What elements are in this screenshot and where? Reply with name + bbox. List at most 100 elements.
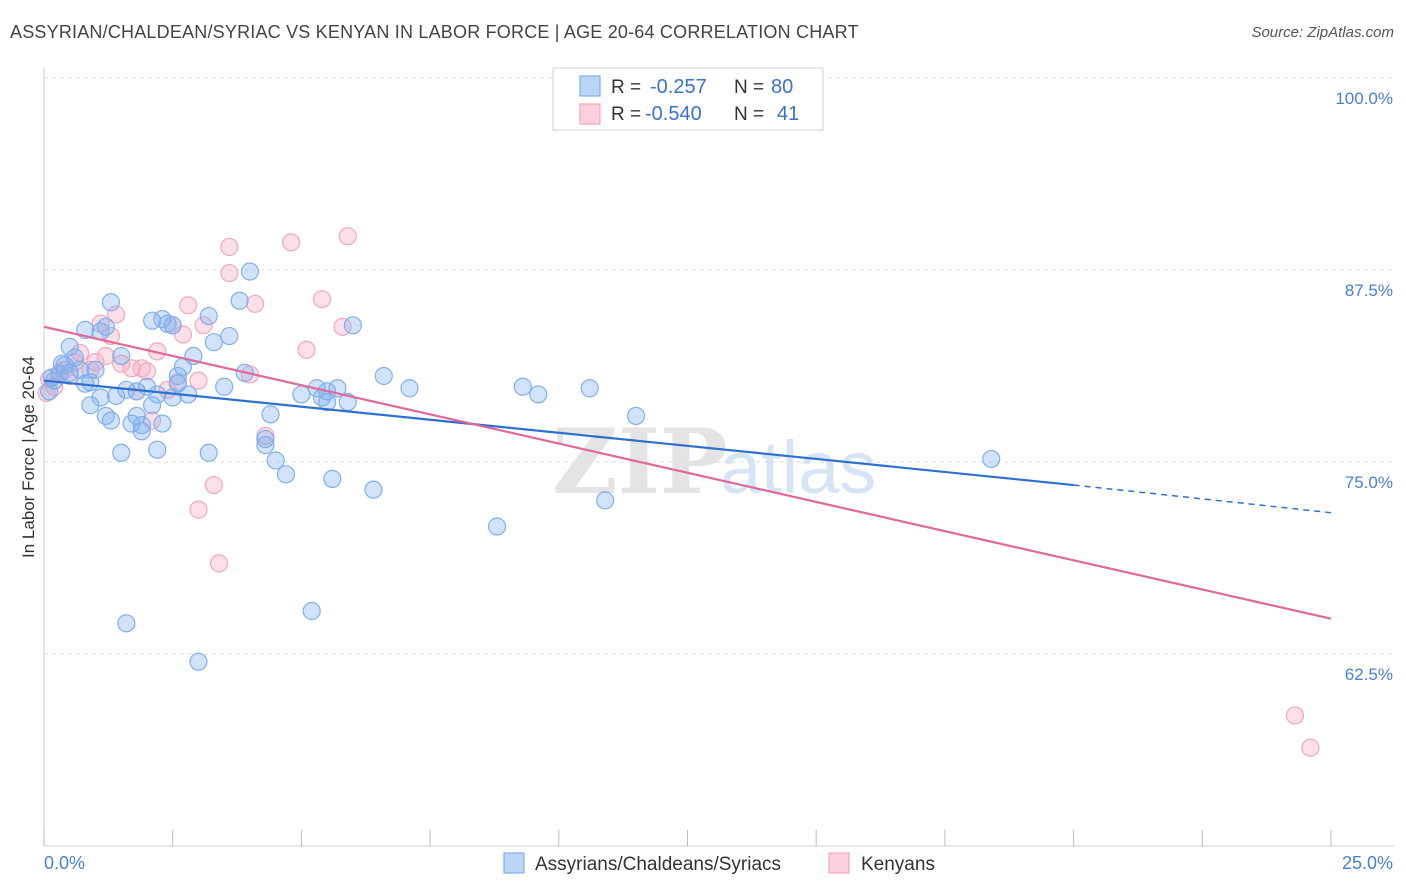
data-point <box>132 422 151 441</box>
data-point <box>137 362 157 381</box>
legend-swatch-pink <box>579 103 601 125</box>
data-point <box>209 554 229 573</box>
y-axis-label: In Labor Force | Age 20-64 <box>19 356 38 558</box>
data-point <box>40 382 59 401</box>
data-point <box>96 346 115 366</box>
y-tick-label: 100.0% <box>1335 89 1393 108</box>
data-point <box>148 440 167 459</box>
legend-r-label-2: R = <box>611 104 641 125</box>
data-point <box>204 475 223 495</box>
data-point <box>189 371 208 390</box>
data-point <box>220 326 239 346</box>
data-point <box>189 500 208 519</box>
legend-r-value-1: -0.257 <box>650 76 707 98</box>
data-point <box>112 346 131 366</box>
correlation-legend: R = -0.257 N = 80 R = -0.540 N = 41 <box>552 67 824 131</box>
data-point <box>199 443 218 462</box>
y-tick-label: 87.5% <box>1345 281 1393 300</box>
data-point <box>86 353 105 372</box>
data-point <box>158 314 177 333</box>
data-point <box>596 491 615 510</box>
data-point <box>364 480 383 499</box>
data-point <box>60 337 79 356</box>
data-point <box>148 385 167 404</box>
data-point <box>487 517 507 536</box>
data-point <box>173 325 193 344</box>
data-point <box>230 291 249 310</box>
data-point <box>132 359 151 378</box>
data-point <box>276 465 296 484</box>
trend-lines <box>43 325 1332 620</box>
data-point <box>86 360 105 379</box>
data-point <box>70 360 90 379</box>
data-point <box>302 601 321 621</box>
data-point <box>982 449 1001 469</box>
data-point <box>297 340 316 359</box>
data-point <box>101 293 121 312</box>
data-point <box>96 317 115 336</box>
bottom-legend-label-assyrians: Assyrians/Chaldeans/Syriacs <box>535 854 781 875</box>
data-point <box>112 443 131 462</box>
data-point <box>245 294 265 313</box>
data-point <box>112 354 131 373</box>
data-point <box>117 614 136 633</box>
data-point <box>580 379 599 398</box>
data-point <box>153 414 172 433</box>
data-point <box>189 652 208 671</box>
legend-n-label-2: N = <box>734 104 764 125</box>
data-point <box>312 290 332 309</box>
y-tick-label: 62.5% <box>1345 665 1393 684</box>
bottom-legend-label-kenyans: Kenyans <box>861 854 935 875</box>
y-tick-label: 75.0% <box>1345 473 1393 492</box>
series-legend: Assyrians/Chaldeans/Syriacs Kenyans <box>503 852 935 875</box>
data-point <box>220 237 239 257</box>
chart-title: ASSYRIAN/CHALDEAN/SYRIAC VS KENYAN IN LA… <box>10 22 859 42</box>
data-point <box>626 406 646 426</box>
legend-n-value-1: 80 <box>771 76 793 98</box>
trend-line <box>43 325 1332 620</box>
data-point <box>292 385 311 404</box>
data-point <box>1285 706 1305 725</box>
data-point <box>240 262 260 281</box>
data-point <box>132 416 151 435</box>
data-point <box>143 396 162 415</box>
watermark-atlas: atlas <box>720 426 876 509</box>
data-point <box>91 314 110 333</box>
x-tick-label-max: 25.0% <box>1342 853 1393 873</box>
data-point <box>343 316 362 335</box>
legend-n-label-1: N = <box>734 77 764 98</box>
data-point <box>122 359 141 378</box>
data-point <box>1301 738 1320 757</box>
data-point <box>338 227 357 246</box>
x-axis-ticks <box>43 830 1332 846</box>
bottom-legend-swatch-kenyans <box>828 852 850 874</box>
data-point <box>215 377 234 396</box>
y-tick-labels: 62.5% 75.0% 87.5% 100.0% <box>1335 89 1393 684</box>
data-point <box>168 366 187 386</box>
legend-n-value-2: 41 <box>777 103 799 125</box>
source-label: Source: ZipAtlas.com <box>1251 24 1394 41</box>
data-point <box>256 429 275 449</box>
data-point <box>529 385 548 404</box>
data-point <box>179 296 198 315</box>
data-point <box>220 263 239 283</box>
legend-swatch-blue <box>579 75 601 97</box>
data-point <box>261 405 280 424</box>
data-point <box>323 469 342 488</box>
data-point <box>374 366 393 386</box>
data-point <box>52 354 72 373</box>
legend-r-label-1: R = <box>611 77 641 98</box>
data-point <box>101 411 121 430</box>
trend-line-extension <box>1073 484 1332 514</box>
data-point <box>91 388 110 407</box>
series-points-assyrians <box>40 262 1001 671</box>
x-tick-label-min: 0.0% <box>44 853 85 873</box>
data-point <box>318 392 337 412</box>
data-point <box>199 306 218 326</box>
data-point <box>400 379 419 398</box>
data-point <box>194 316 213 335</box>
bottom-legend-swatch-assyrians <box>503 852 525 874</box>
data-point <box>81 396 100 415</box>
data-point <box>256 436 275 455</box>
